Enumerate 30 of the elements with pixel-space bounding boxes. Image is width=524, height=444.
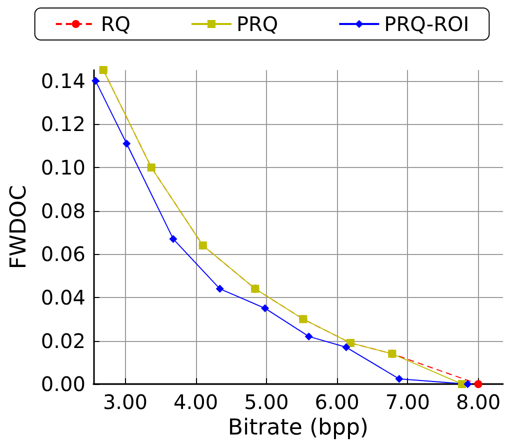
- y-tick-label: 0.04: [40, 285, 86, 310]
- x-tick-label: 6.00: [314, 390, 360, 414]
- x-tick-label: 4.00: [174, 390, 218, 414]
- x-tick-label: 3.00: [102, 390, 148, 414]
- point: [216, 284, 224, 293]
- point: [169, 234, 178, 243]
- point: [474, 380, 482, 388]
- legend-label: PRQ: [236, 12, 278, 36]
- point: [92, 76, 100, 85]
- point: [395, 374, 404, 383]
- x-axis-title: Bitrate (bpp): [228, 416, 369, 440]
- x-tick-label: 7.00: [385, 390, 430, 414]
- y-tick-label: 0.12: [40, 112, 86, 136]
- y-tick-label: 0.14: [40, 68, 86, 93]
- y-axis-title: FWDOC: [6, 185, 32, 270]
- x-tick-label: 5.00: [244, 390, 289, 414]
- point: [304, 332, 313, 340]
- legend-label: RQ: [100, 12, 130, 36]
- y-tick-label: 0.00: [40, 372, 86, 396]
- point: [464, 380, 472, 388]
- point: [122, 140, 131, 148]
- x-tick-label: 8.00: [456, 390, 501, 414]
- y-tick-label: 0.10: [40, 155, 86, 180]
- y-tick-label: 0.08: [40, 198, 86, 223]
- y-tick-label: 0.06: [40, 242, 86, 266]
- point: [342, 343, 350, 352]
- legend-label: PRQ-ROI: [384, 12, 470, 36]
- point: [261, 304, 270, 312]
- y-tick-label: 0.02: [40, 328, 86, 353]
- point: [458, 380, 466, 388]
